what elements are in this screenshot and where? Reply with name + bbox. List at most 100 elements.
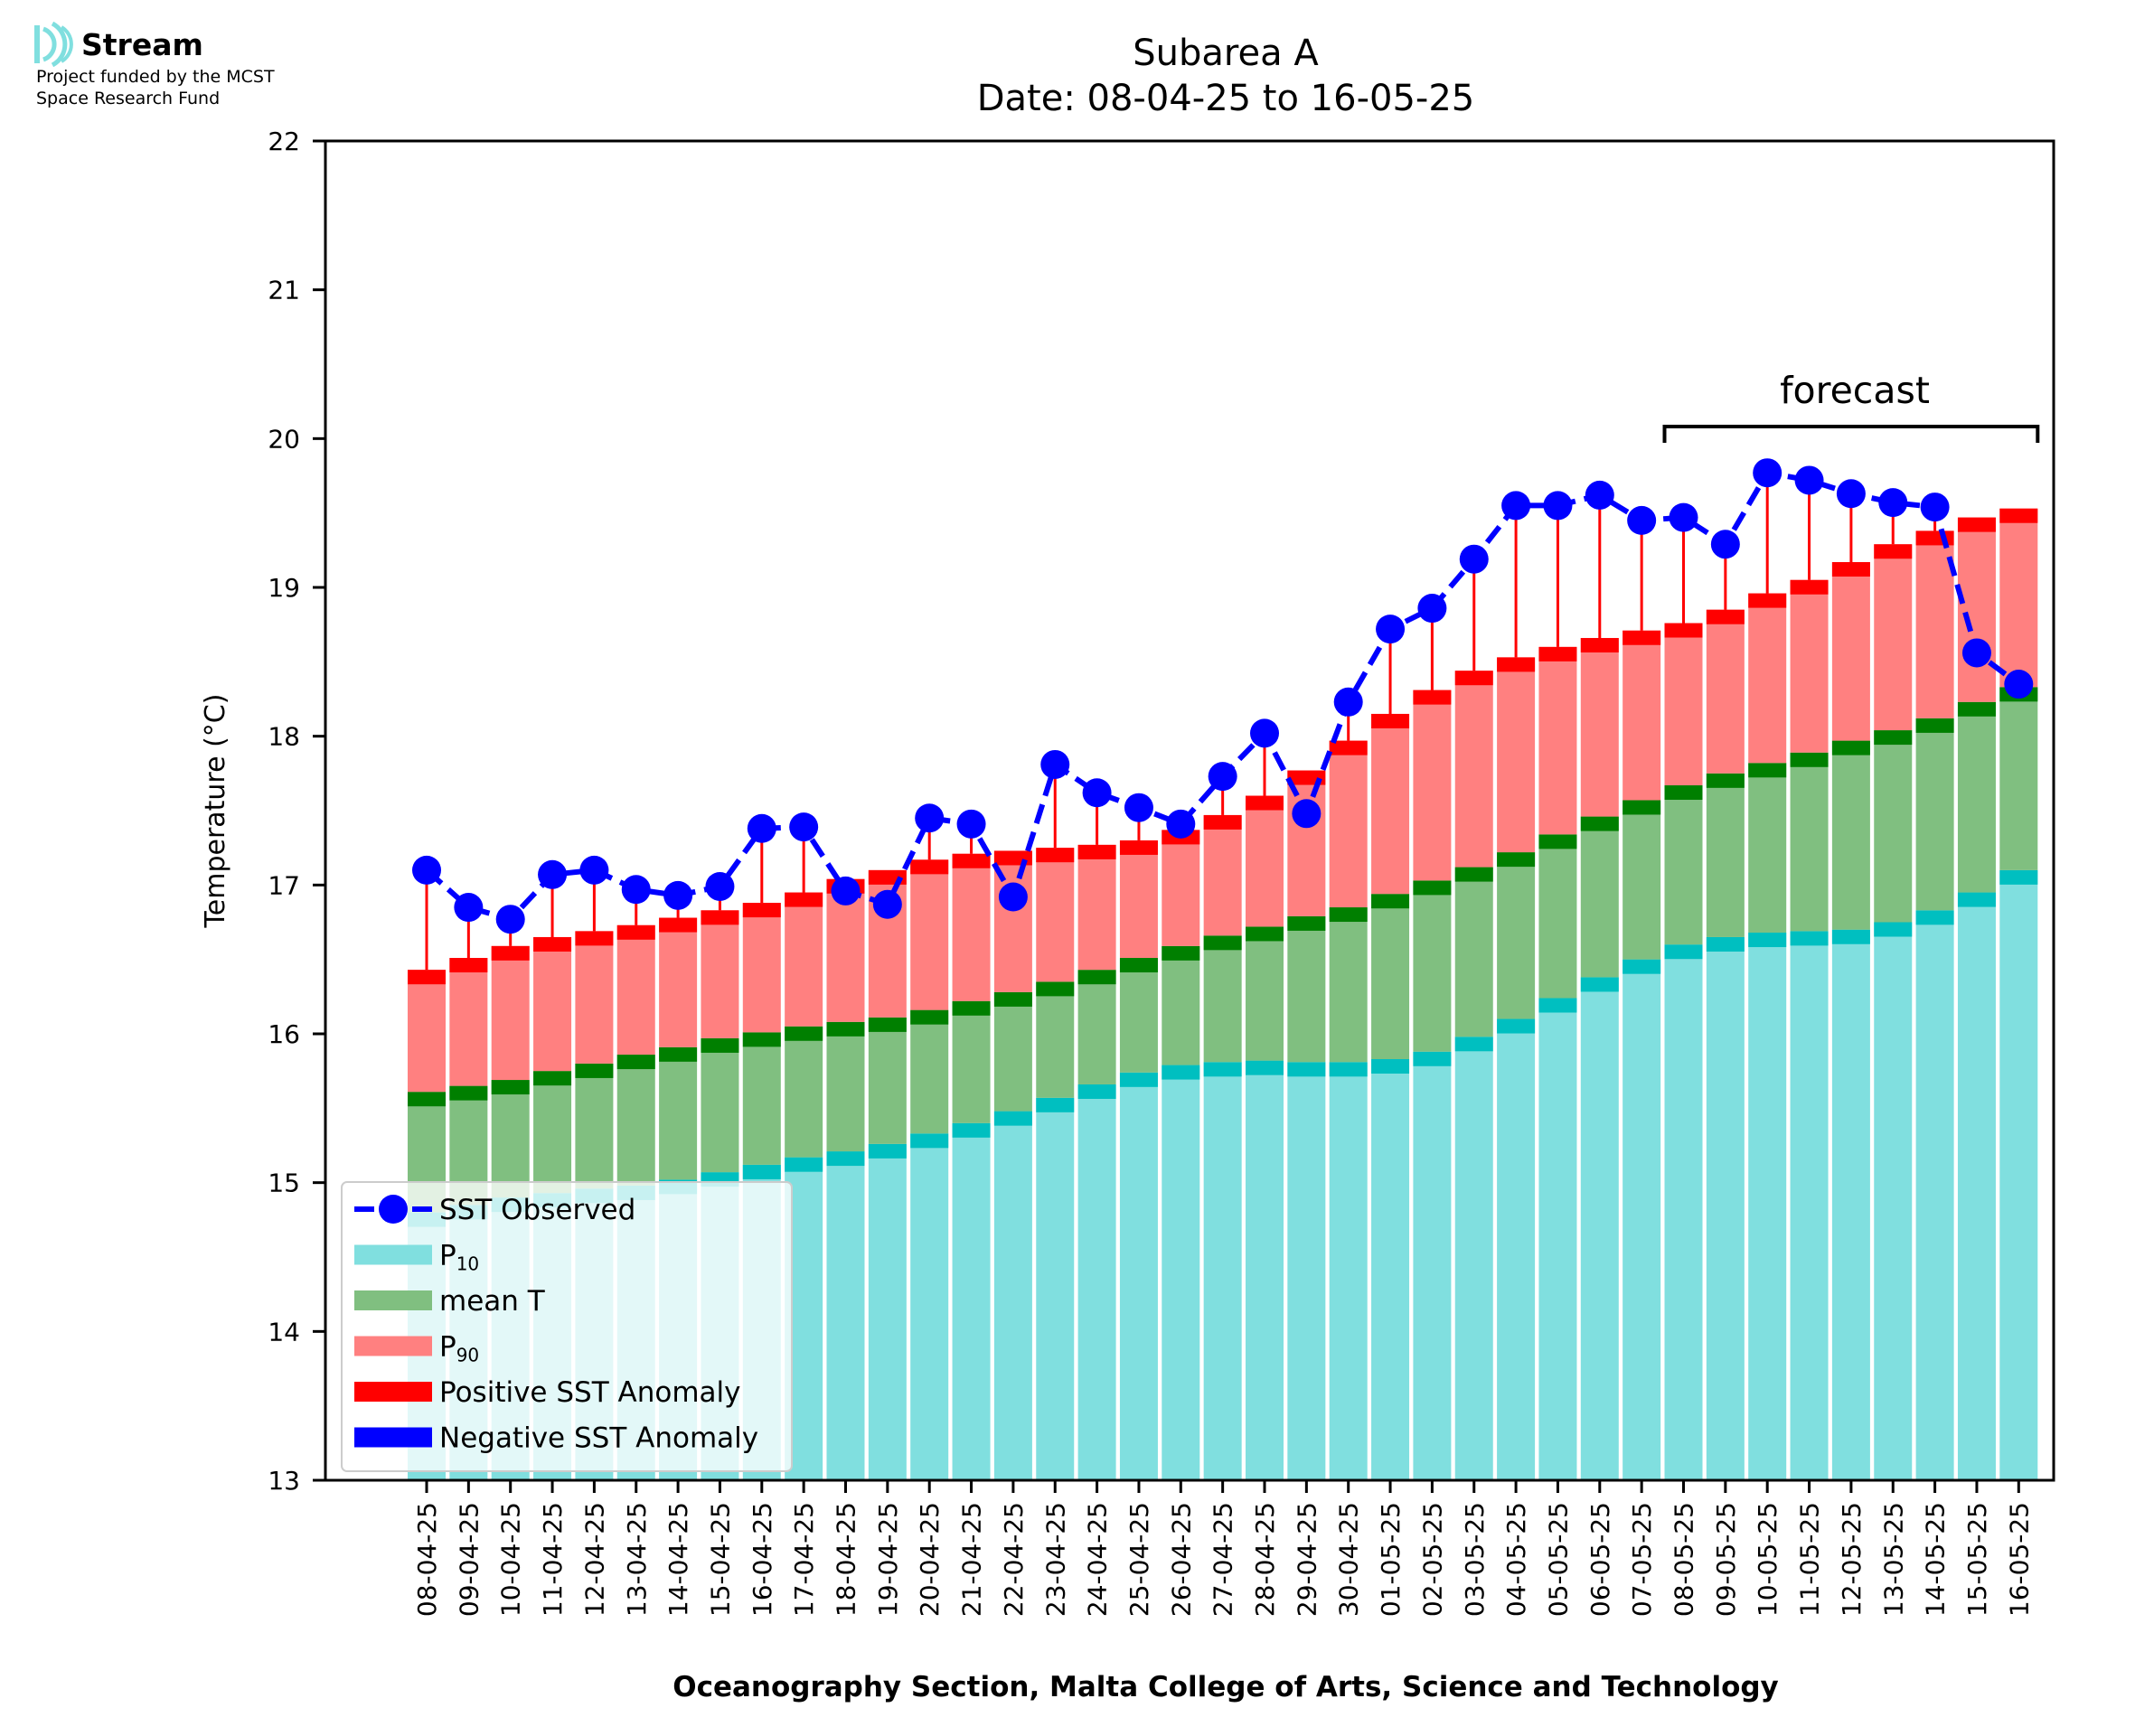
- bar-p10-edge: [1915, 910, 1954, 925]
- bar-p90-edge: [701, 910, 739, 925]
- bar-p90: [1497, 657, 1536, 853]
- bar-p10: [1036, 1097, 1075, 1480]
- sst-observed-point: [621, 875, 651, 905]
- logo-tagline-2: Space Research Fund: [36, 89, 221, 108]
- bar-p90: [742, 903, 781, 1033]
- y-axis-label: Temperature (°C): [200, 694, 231, 929]
- bar-p90: [1957, 517, 1996, 702]
- sst-observed-point: [1501, 491, 1531, 521]
- stream-logo-icon: [34, 22, 73, 67]
- bar-p90-edge: [785, 892, 823, 907]
- bar-mean-edge: [449, 1085, 488, 1101]
- bar-mean: [491, 1080, 530, 1198]
- bar-p90: [1329, 740, 1368, 908]
- bar-p10: [1831, 929, 1870, 1480]
- bar-p10-edge: [1329, 1062, 1368, 1077]
- x-tick-label: 14-05-25: [1921, 1502, 1951, 1617]
- bar-p10-edge: [868, 1143, 907, 1159]
- logo-name: Stream: [81, 27, 203, 62]
- bar-mean-edge: [659, 1046, 698, 1062]
- bar-mean: [1036, 981, 1075, 1098]
- bar-mean-edge: [1162, 945, 1200, 961]
- bar-mean: [1748, 763, 1787, 934]
- bar-p90: [1454, 671, 1493, 868]
- bar-p90: [449, 958, 488, 1086]
- bar-mean-edge: [1748, 763, 1787, 778]
- bar-mean-edge: [993, 991, 1032, 1007]
- logo-tagline-1: Project funded by the MCST: [36, 67, 275, 87]
- bar-mean: [1497, 852, 1536, 1019]
- bar-p90-edge: [1706, 609, 1745, 624]
- sst-observed-point: [1710, 530, 1740, 559]
- x-tick-label: 12-05-25: [1837, 1502, 1867, 1617]
- x-tick-label: 30-04-25: [1334, 1502, 1364, 1617]
- bar-p90-edge: [1538, 646, 1577, 662]
- bar-mean: [1246, 926, 1284, 1061]
- bar-p10: [1077, 1084, 1116, 1480]
- bar-p10-edge: [1748, 933, 1787, 948]
- sst-observed-point: [1794, 465, 1824, 495]
- bar-mean: [1831, 740, 1870, 930]
- bar-mean: [785, 1026, 823, 1158]
- bar-mean: [1077, 970, 1116, 1084]
- bar-p10: [1162, 1065, 1200, 1480]
- bar-p90-edge: [1748, 593, 1787, 608]
- bar-p90: [408, 970, 446, 1093]
- bar-mean-edge: [1036, 981, 1075, 997]
- bar-p10-edge: [1203, 1062, 1242, 1077]
- bar-p90-edge: [1831, 562, 1870, 577]
- bar-mean-edge: [1831, 740, 1870, 755]
- bar-p10: [1287, 1062, 1326, 1480]
- sst-observed-point: [1040, 749, 1070, 779]
- bar-p10: [826, 1151, 865, 1480]
- bar-p90-edge: [1623, 630, 1661, 645]
- x-tick-label: 28-04-25: [1250, 1502, 1280, 1617]
- legend-label-subscript: 10: [456, 1253, 479, 1275]
- bar-p10-edge: [1454, 1037, 1493, 1052]
- bar-p90-edge: [1915, 530, 1954, 546]
- y-tick-label: 17: [268, 870, 300, 900]
- sst-observed-point: [412, 855, 441, 885]
- x-tick-label: 13-05-25: [1878, 1502, 1908, 1617]
- sst-observed-point: [1669, 502, 1698, 532]
- y-tick-label: 19: [268, 573, 300, 603]
- plot-frame: [324, 139, 2055, 1482]
- bar-mean: [910, 1009, 949, 1134]
- y-tick-label: 22: [268, 127, 300, 156]
- bar-p10-edge: [1036, 1097, 1075, 1112]
- bar-p10: [1664, 944, 1703, 1480]
- sst-observed-point: [1585, 480, 1614, 510]
- sst-observed-point: [1753, 458, 1782, 488]
- bar-p90: [1748, 593, 1787, 764]
- x-tick-label: 15-05-25: [1962, 1502, 1992, 1617]
- chart-subtitle: Date: 08-04-25 to 16-05-25: [977, 78, 1475, 119]
- bar-p90: [1831, 562, 1870, 741]
- x-tick-label: 17-04-25: [789, 1502, 819, 1617]
- bar-p90-edge: [616, 924, 655, 940]
- legend-swatch: [354, 1382, 432, 1402]
- bar-p90-edge: [1203, 814, 1242, 830]
- bar-p10-edge: [952, 1122, 991, 1138]
- x-tick-label: 14-04-25: [663, 1502, 693, 1617]
- bar-p10-edge: [1831, 929, 1870, 944]
- bar-mean-edge: [491, 1080, 530, 1095]
- bar-p10-edge: [1246, 1060, 1284, 1075]
- x-tick-label: 04-05-25: [1501, 1502, 1531, 1617]
- sst-observed-point: [1627, 505, 1657, 535]
- bar-p90-edge: [1497, 657, 1536, 672]
- bar-p10-edge: [1957, 892, 1996, 907]
- bar-p90: [1246, 795, 1284, 927]
- forecast-bracket: [1662, 425, 2040, 443]
- bar-p10-edge: [1287, 1062, 1326, 1077]
- bar-p10: [1119, 1072, 1158, 1480]
- bar-mean: [1790, 752, 1829, 932]
- bar-mean: [1203, 935, 1242, 1063]
- legend-swatch: [354, 1290, 432, 1310]
- legend-marker-swatch: [379, 1195, 408, 1224]
- sst-observed-point: [747, 813, 776, 843]
- bar-p90-edge: [1790, 579, 1829, 595]
- bar-mean: [952, 1000, 991, 1123]
- bar-p10-edge: [1538, 998, 1577, 1013]
- bar-p90-edge: [491, 945, 530, 961]
- bar-mean: [1874, 730, 1913, 923]
